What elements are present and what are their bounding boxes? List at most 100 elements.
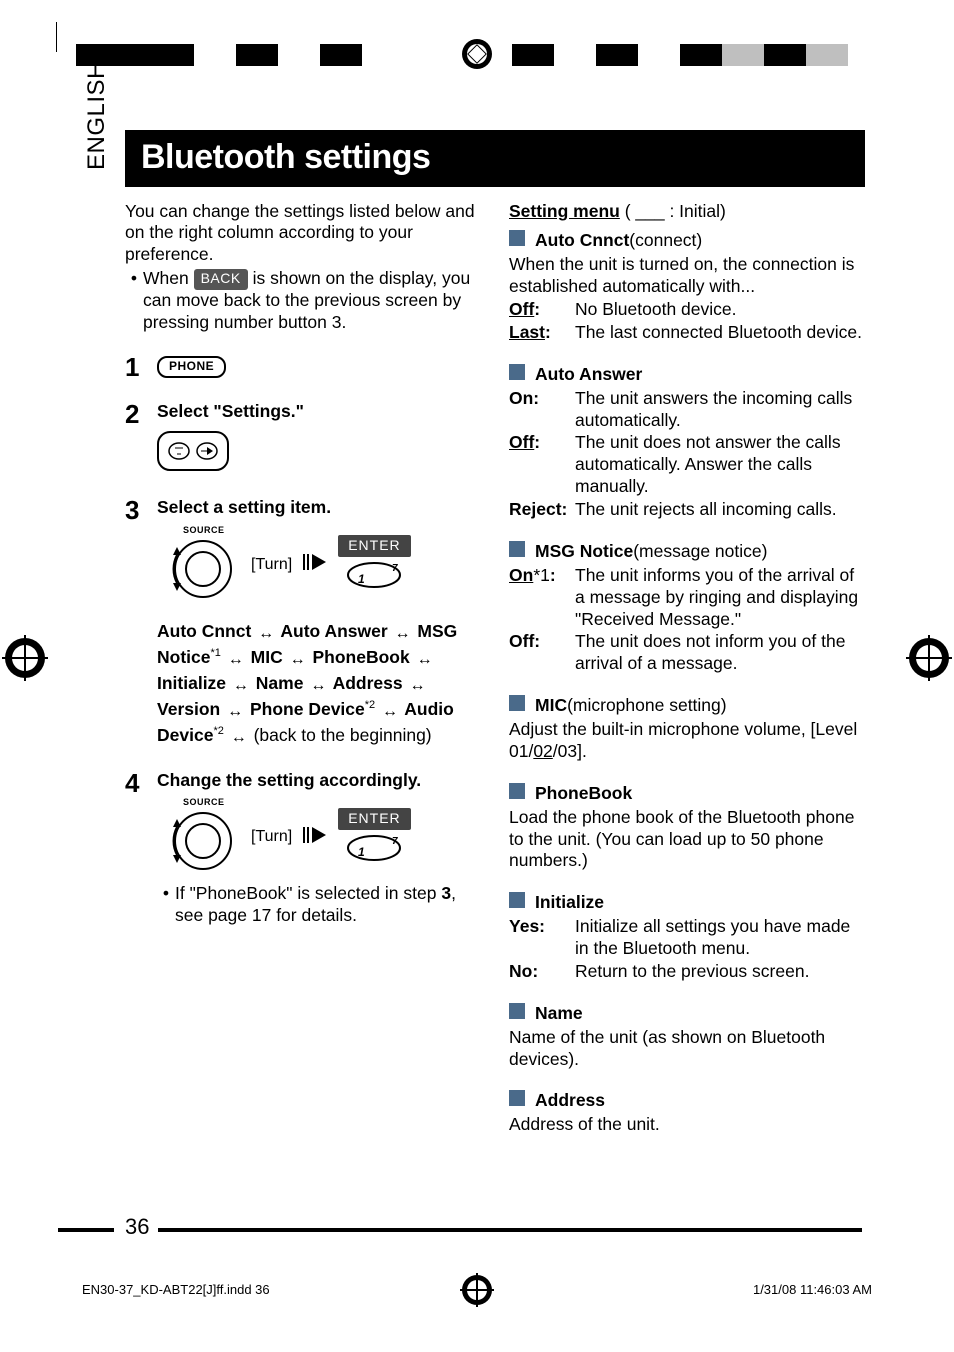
option-row: On*1:The unit informs you of the arrival… xyxy=(509,565,865,631)
knob-icon xyxy=(165,527,241,603)
step-number: 4 xyxy=(125,770,157,930)
option-value: The unit does not inform you of the arri… xyxy=(575,631,865,675)
option-value: Return to the previous screen. xyxy=(575,961,865,983)
step-number: 2 xyxy=(125,401,157,477)
section-title: Auto Cnnct xyxy=(535,230,629,252)
svg-text:7: 7 xyxy=(392,836,398,847)
button-7-icon: 7 1 xyxy=(346,834,402,862)
option-value: The unit informs you of the arrival of a… xyxy=(575,565,865,631)
setting-menu-label: Setting menu xyxy=(509,201,620,221)
registration-bottom-icon xyxy=(462,1275,492,1305)
section-marker-icon xyxy=(509,1003,525,1019)
step-title: Select "Settings." xyxy=(157,401,481,423)
option-row: Off:The unit does not inform you of the … xyxy=(509,631,865,675)
cycle-list: Auto Cnnct ↔ Auto Answer ↔ MSG Notice*1 … xyxy=(157,619,481,750)
remote-control-icon xyxy=(157,431,229,471)
section-marker-icon xyxy=(509,892,525,908)
option-value: The unit rejects all incoming calls. xyxy=(575,499,865,521)
option-row: Off:No Bluetooth device. xyxy=(509,299,865,321)
registration-side-left-icon xyxy=(5,638,45,678)
option-key: On*1: xyxy=(509,565,575,631)
setting-menu-header: Setting menu ( ___ : Initial) xyxy=(509,201,865,223)
section-note: (connect) xyxy=(629,230,702,252)
section-marker-icon xyxy=(509,1090,525,1106)
bullet-icon: • xyxy=(125,268,143,334)
section-desc: Name of the unit (as shown on Bluetooth … xyxy=(509,1027,865,1071)
option-value: The unit does not answer the calls autom… xyxy=(575,432,865,498)
option-key: On: xyxy=(509,388,575,432)
knob-label: SOURCE xyxy=(183,797,225,808)
section-title: PhoneBook xyxy=(535,783,632,805)
page-number-bar xyxy=(58,1228,114,1232)
arrow-right-icon xyxy=(302,824,328,852)
step-4: 4 Change the setting accordingly. SOURCE xyxy=(125,770,481,930)
section-title: Initialize xyxy=(535,892,604,914)
option-key: Off: xyxy=(509,631,575,675)
phone-button-icon: PHONE xyxy=(157,356,226,378)
step-3: 3 Select a setting item. SOURCE xyxy=(125,497,481,750)
step-title: Change the setting accordingly. xyxy=(157,770,481,792)
svg-text:7: 7 xyxy=(392,563,398,574)
page-number: 36 xyxy=(125,1213,149,1241)
option-key: Off: xyxy=(509,299,575,321)
option-row: On:The unit answers the incoming calls a… xyxy=(509,388,865,432)
turn-label: [Turn] xyxy=(251,555,292,575)
back-note: • When BACK is shown on the display, you… xyxy=(125,268,481,334)
registration-side-right-icon xyxy=(909,638,949,678)
option-key: Off: xyxy=(509,432,575,498)
step-2: 2 Select "Settings." xyxy=(125,401,481,477)
section-note: (microphone setting) xyxy=(567,695,727,717)
language-tab: ENGLISH xyxy=(82,61,112,170)
turn-label: [Turn] xyxy=(251,827,292,847)
svg-text:1: 1 xyxy=(358,845,365,859)
arrow-right-icon xyxy=(302,551,328,579)
page-title: Bluetooth settings xyxy=(125,130,865,187)
option-key: Yes: xyxy=(509,916,575,960)
svg-text:1: 1 xyxy=(358,572,365,586)
option-value: The unit answers the incoming calls auto… xyxy=(575,388,865,432)
section-title: MSG Notice xyxy=(535,541,633,563)
option-value: No Bluetooth device. xyxy=(575,299,865,321)
step-number: 1 xyxy=(125,354,157,381)
option-key: Last: xyxy=(509,322,575,344)
step-1: 1 PHONE xyxy=(125,354,481,381)
button-7-icon: 7 1 xyxy=(346,561,402,589)
registration-center-icon xyxy=(462,39,492,69)
right-column: Setting menu ( ___ : Initial) Auto Cnnct… xyxy=(509,201,865,1137)
option-key: Reject: xyxy=(509,499,575,521)
option-value: The last connected Bluetooth device. xyxy=(575,322,865,344)
when-post: is shown on the display, you can move ba… xyxy=(143,268,470,332)
registration-top xyxy=(0,22,954,72)
section-marker-icon xyxy=(509,230,525,246)
section-desc: Address of the unit. xyxy=(509,1114,865,1136)
option-row: Reject:The unit rejects all incoming cal… xyxy=(509,499,865,521)
option-row: Last:The last connected Bluetooth device… xyxy=(509,322,865,344)
note-bold: 3 xyxy=(441,883,451,903)
page-content: Bluetooth settings You can change the se… xyxy=(125,130,865,1136)
step4-note: • If "PhoneBook" is selected in step 3, … xyxy=(157,883,481,927)
section-marker-icon xyxy=(509,364,525,380)
bullet-icon: • xyxy=(157,883,175,927)
when-pre: When xyxy=(143,268,189,288)
section-desc: When the unit is turned on, the connecti… xyxy=(509,254,865,298)
back-chip: BACK xyxy=(194,269,248,290)
section-title: MIC xyxy=(535,695,567,717)
note-pre: If "PhoneBook" is selected in step xyxy=(175,883,436,903)
page-number-bar xyxy=(158,1228,862,1232)
step-title: Select a setting item. xyxy=(157,497,481,519)
section-title: Name xyxy=(535,1003,583,1025)
option-row: No:Return to the previous screen. xyxy=(509,961,865,983)
section-title: Address xyxy=(535,1090,605,1112)
option-row: Yes:Initialize all settings you have mad… xyxy=(509,916,865,960)
section-marker-icon xyxy=(509,783,525,799)
section-marker-icon xyxy=(509,541,525,557)
left-column: You can change the settings listed below… xyxy=(125,201,481,1137)
enter-chip: ENTER xyxy=(338,535,410,557)
footer-file: EN30-37_KD-ABT22[J]ff.indd 36 xyxy=(82,1282,270,1298)
intro-text: You can change the settings listed below… xyxy=(125,201,481,267)
option-row: Off:The unit does not answer the calls a… xyxy=(509,432,865,498)
knob-icon xyxy=(165,799,241,875)
option-value: Initialize all settings you have made in… xyxy=(575,916,865,960)
setting-menu-note: ( ___ : Initial) xyxy=(620,201,726,221)
option-key: No: xyxy=(509,961,575,983)
